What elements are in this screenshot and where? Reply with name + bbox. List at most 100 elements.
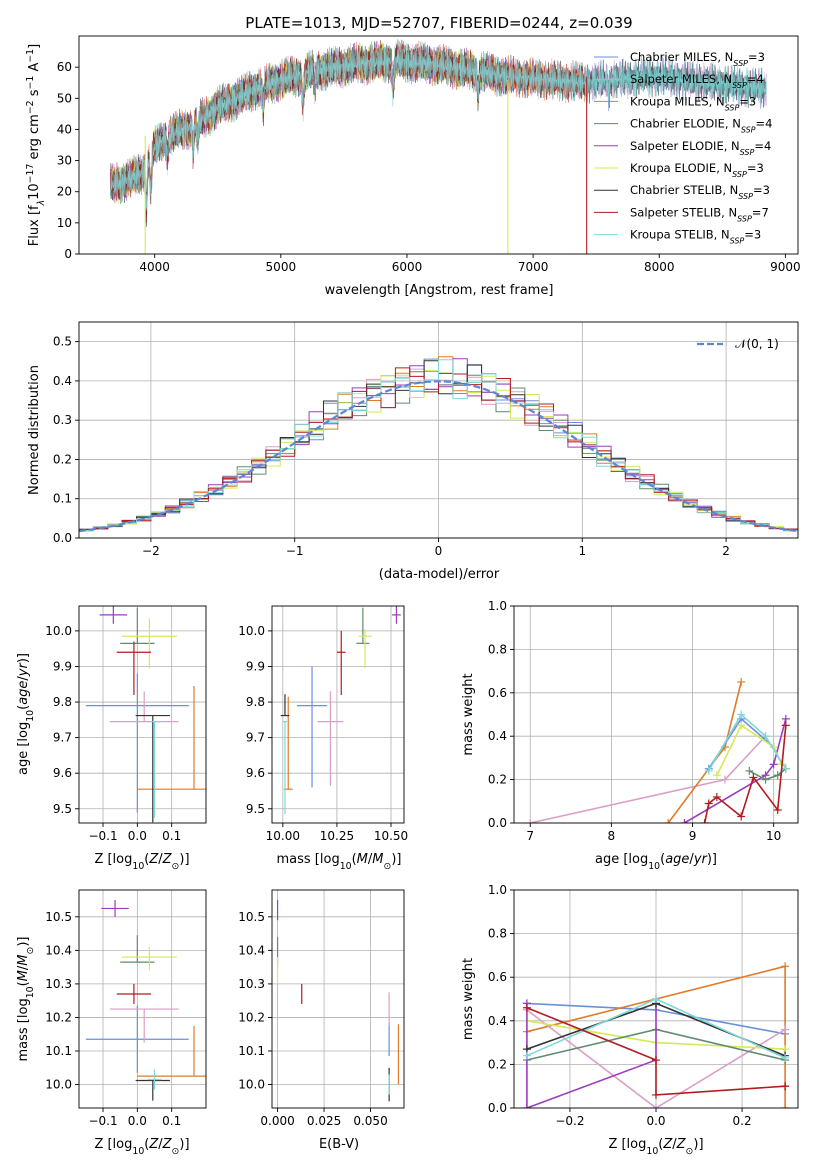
spectrum-chart-plot-area <box>110 39 767 254</box>
legend-label: 𝒩(0, 1) <box>735 337 779 351</box>
weight-marker <box>773 805 782 814</box>
legend-label-part: SSP <box>740 147 755 156</box>
x-axis-label-part: ⊙ <box>172 1146 180 1157</box>
legend-label-part: Chabrier <box>630 117 680 131</box>
weight-marker <box>749 773 758 782</box>
x-tick-label: −1 <box>286 544 304 558</box>
x-axis-label-part: / <box>158 852 163 867</box>
legend-label-part: MILES <box>682 72 716 86</box>
x-axis-label-part: / <box>368 852 373 867</box>
legend-label-part: = <box>753 183 763 197</box>
y-tick-label: 0.5 <box>53 335 72 349</box>
weight-marker <box>712 792 721 801</box>
y-tick-label: 9.7 <box>246 731 265 745</box>
y-axis-label-part: M <box>16 955 31 966</box>
legend-label-part: Salpeter <box>630 205 679 219</box>
weight-marker <box>737 677 746 686</box>
legend-label-part: = <box>748 50 758 64</box>
x-tick-label: 0.0 <box>646 1114 665 1128</box>
x-axis-label-part: Z <box>662 1137 673 1152</box>
legend-label-part: ELODIE <box>682 139 724 153</box>
x-axis-label-part: ( <box>658 1137 663 1152</box>
x-axis-label-part: ( <box>352 852 357 867</box>
legend-label-part: 3 <box>754 228 761 242</box>
y-axis-label-part: erg cm <box>27 114 42 163</box>
weight-marker <box>781 1104 790 1108</box>
legend-label-part: SSP <box>732 170 747 179</box>
x-tick-label: 0.025 <box>307 1114 341 1128</box>
spectrum-chart-frame: 4000 5000 6000 7000 8000 9000 0 10 20 30 40 50 60 wav… <box>25 35 801 298</box>
weight-marker <box>680 819 689 823</box>
x-tick-label: 10.25 <box>320 829 354 843</box>
z-mass-chart-plot-area <box>85 900 206 1101</box>
y-tick-label: 9.9 <box>53 659 72 673</box>
x-axis-label-part: ( <box>144 1137 149 1152</box>
spectrum-line <box>110 41 767 211</box>
x-axis-label-part: 10 <box>132 861 144 872</box>
legend-label: Kroupa MILES, NSSP=3 <box>630 94 756 112</box>
x-tick-label: 8 <box>608 829 616 843</box>
axes-frame <box>78 35 799 255</box>
y-axis-label-part: s <box>27 89 42 100</box>
x-axis-label-part: Z <box>162 852 173 867</box>
x-tick-label: 0.050 <box>353 1114 387 1128</box>
weight-marker <box>761 775 770 784</box>
x-axis-label-part: Z <box>148 852 159 867</box>
x-axis-label-part: 10 <box>646 1146 658 1157</box>
x-tick-label: 7000 <box>518 260 549 274</box>
y-tick-label: 10 <box>57 216 72 230</box>
z-mass-chart-frame: −0.1 0.0 0.1 10.0 10.1 10.2 10.3 10.4 10.5 Z [log… <box>16 889 207 1157</box>
weight-marker <box>737 812 746 821</box>
y-axis-label-part: A <box>27 63 42 76</box>
legend-label-part: = <box>756 117 766 131</box>
legend-label-part: , N <box>716 161 732 175</box>
y-tick-label: 0.2 <box>488 1057 507 1071</box>
x-axis-label-part: Z [log <box>608 1137 646 1152</box>
y-tick-label: 9.7 <box>53 731 72 745</box>
legend-label-part: , N <box>725 117 741 131</box>
x-axis-label-part: Z [log <box>94 852 132 867</box>
legend-label-part: STELIB <box>682 205 721 219</box>
y-tick-label: 20 <box>57 185 72 199</box>
weight-marker <box>652 1090 660 1099</box>
y-axis-label-part: yr <box>16 661 31 677</box>
spectrum-chart: 4000 5000 6000 7000 8000 9000 0 10 20 30 40 50 60 wav… <box>25 35 801 298</box>
y-axis-label-part: )] <box>16 937 31 947</box>
weight-marker <box>522 1051 531 1060</box>
y-axis-label: age [log10(age/yr)] <box>16 653 36 775</box>
x-axis-label: mass [log10(M/M⊙)] <box>277 852 402 872</box>
legend-label-part: 4 <box>756 72 763 86</box>
y-axis-label-part: ⊙ <box>25 947 36 955</box>
legend-label-part: STELIB <box>674 228 713 242</box>
z-age-chart-frame: −0.1 0.0 0.19.59.69.79.89.910.0Z [log10(Z/… <box>16 605 207 872</box>
z-weight-chart-plot-area <box>522 962 790 1108</box>
mass-age-chart: 10.00 10.25 10.50 9.5 9.6 9.7 9.8 9.9 10.0 mass [… <box>238 605 408 872</box>
y-tick-label: 0.4 <box>488 1014 507 1028</box>
y-tick-label: 0.2 <box>53 452 72 466</box>
weight-marker <box>652 995 660 1003</box>
x-tick-label: 8000 <box>644 260 675 274</box>
legend-label: Chabrier STELIB, NSSP=3 <box>630 183 770 201</box>
x-axis-label-part: )] <box>693 1137 703 1152</box>
x-axis-label-part: ⊙ <box>686 1146 694 1157</box>
z-age-chart: −0.1 0.0 0.19.59.69.79.89.910.0Z [log10(Z/… <box>16 605 207 872</box>
y-axis-label-part: 10 <box>25 710 36 722</box>
legend-label-part: 4 <box>764 139 771 153</box>
x-axis-label-part: / <box>672 1137 677 1152</box>
legend-label-part: , N <box>716 72 732 86</box>
weight-marker <box>761 732 770 741</box>
axes-frame <box>78 605 207 824</box>
weight-marker <box>652 1056 660 1065</box>
y-axis-label-part: −17 <box>25 164 36 184</box>
axes-frame <box>513 605 799 824</box>
weight-marker <box>664 819 673 823</box>
y-tick-label: 0.0 <box>53 531 72 545</box>
legend-label-part: = <box>754 139 764 153</box>
z-mass-chart: −0.1 0.0 0.1 10.0 10.1 10.2 10.3 10.4 10.5 Z [log… <box>16 889 207 1157</box>
legend-label-part: SSP <box>738 192 753 201</box>
y-axis-label-part: age <box>16 681 31 705</box>
x-axis-label-part: yr <box>693 852 709 867</box>
legend-label-part: SSP <box>725 103 740 112</box>
weight-line <box>526 1009 786 1108</box>
